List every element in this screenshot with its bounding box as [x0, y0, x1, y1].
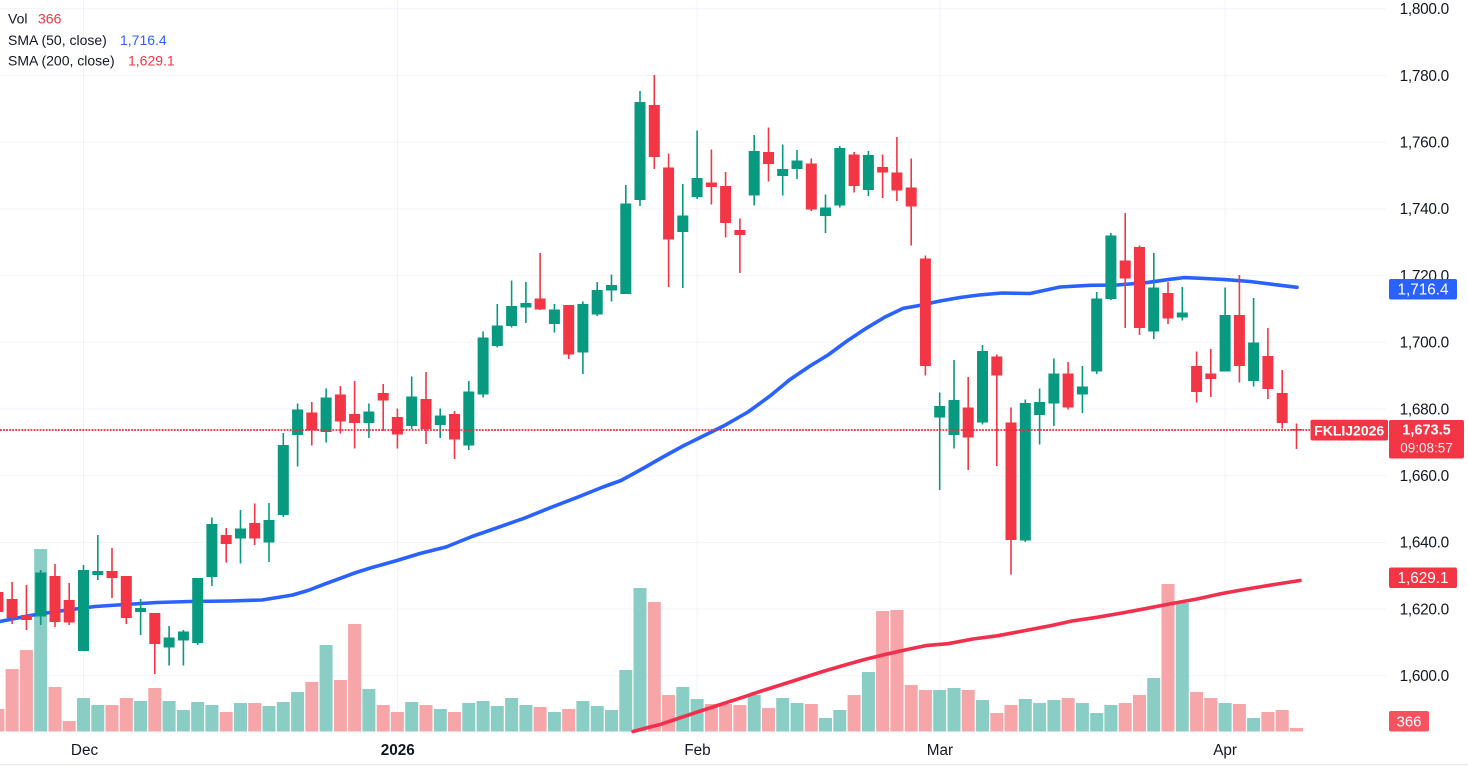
svg-text:1,680.0: 1,680.0 [1400, 401, 1449, 418]
svg-text:1,716.4: 1,716.4 [120, 32, 167, 48]
svg-text:1,780.0: 1,780.0 [1400, 68, 1449, 85]
svg-text:1,700.0: 1,700.0 [1400, 335, 1449, 352]
svg-text:SMA (200, close): SMA (200, close) [8, 53, 115, 69]
svg-text:Apr: Apr [1213, 742, 1237, 759]
svg-text:1,629.1: 1,629.1 [1397, 570, 1448, 587]
svg-text:1,740.0: 1,740.0 [1400, 201, 1449, 218]
svg-text:1,760.0: 1,760.0 [1400, 135, 1449, 152]
svg-text:Mar: Mar [927, 742, 953, 759]
svg-text:366: 366 [38, 10, 62, 26]
svg-text:2026: 2026 [381, 742, 415, 759]
svg-text:1,660.0: 1,660.0 [1400, 468, 1449, 485]
svg-text:09:08:57: 09:08:57 [1400, 440, 1453, 455]
svg-text:1,620.0: 1,620.0 [1400, 601, 1449, 618]
svg-text:1,629.1: 1,629.1 [128, 53, 175, 69]
svg-text:FKLIJ2026: FKLIJ2026 [1314, 423, 1384, 439]
svg-text:1,673.5: 1,673.5 [1402, 423, 1450, 439]
svg-text:SMA (50, close): SMA (50, close) [8, 32, 107, 48]
svg-text:Feb: Feb [684, 742, 710, 759]
svg-text:1,800.0: 1,800.0 [1400, 1, 1449, 18]
svg-text:Dec: Dec [71, 742, 99, 759]
svg-text:1,716.4: 1,716.4 [1397, 282, 1449, 299]
svg-text:1,640.0: 1,640.0 [1400, 535, 1449, 552]
svg-text:366: 366 [1396, 714, 1421, 731]
svg-text:Vol: Vol [8, 10, 27, 26]
svg-text:1,600.0: 1,600.0 [1400, 668, 1449, 685]
